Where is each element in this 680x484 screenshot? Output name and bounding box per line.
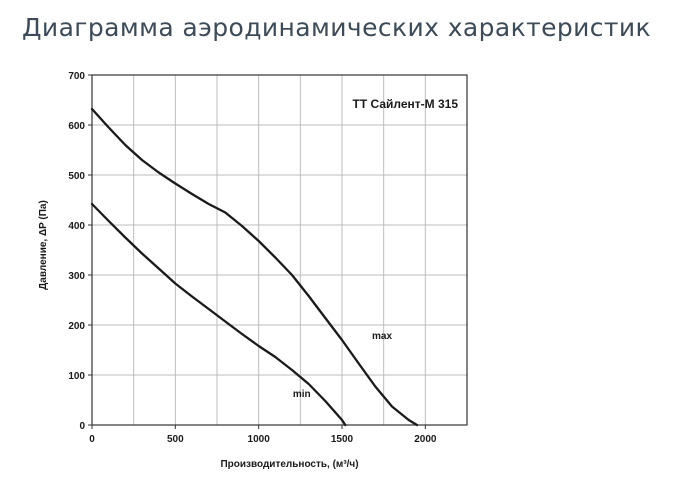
series-labels: max min [293, 331, 393, 400]
chart-title: ТТ Сайлент-М 315 [353, 97, 459, 111]
x-tick-label: 2000 [414, 434, 437, 445]
y-tick-label: 700 [68, 71, 85, 82]
page-title: Диаграмма аэродинамических характеристик [22, 13, 652, 42]
x-tick-label: 500 [167, 434, 184, 445]
y-tick-label: 400 [68, 221, 85, 232]
y-tick-label: 100 [68, 371, 85, 382]
y-tick-label: 0 [79, 421, 85, 432]
y-tick-label: 300 [68, 271, 85, 282]
series-group [90, 107, 419, 427]
y-tick-label: 600 [68, 121, 85, 132]
grid [91, 74, 468, 426]
y-tick-label: 200 [68, 321, 85, 332]
x-axis-label: Производительность, (м³/ч) [220, 459, 358, 470]
plot-border [91, 74, 468, 426]
plot-frame [91, 74, 468, 426]
y-axis-ticks: 0 100 200 300 400 500 600 700 [68, 71, 92, 432]
series-min-line [90, 202, 347, 427]
series-label-min: min [293, 389, 311, 400]
y-axis-label: Давление, ΔP (Па) [38, 200, 49, 290]
y-tick-label: 500 [68, 171, 85, 182]
x-tick-label: 1500 [331, 434, 354, 445]
x-tick-label: 1000 [248, 434, 271, 445]
x-tick-label: 0 [89, 434, 95, 445]
x-axis-ticks: 0 500 1000 1500 2000 [89, 425, 437, 445]
series-max-line [90, 107, 419, 427]
chart-card: 0 100 200 300 400 500 600 700 0 500 1000 1500 2000 … [22, 64, 498, 474]
series-label-max: max [372, 331, 392, 342]
